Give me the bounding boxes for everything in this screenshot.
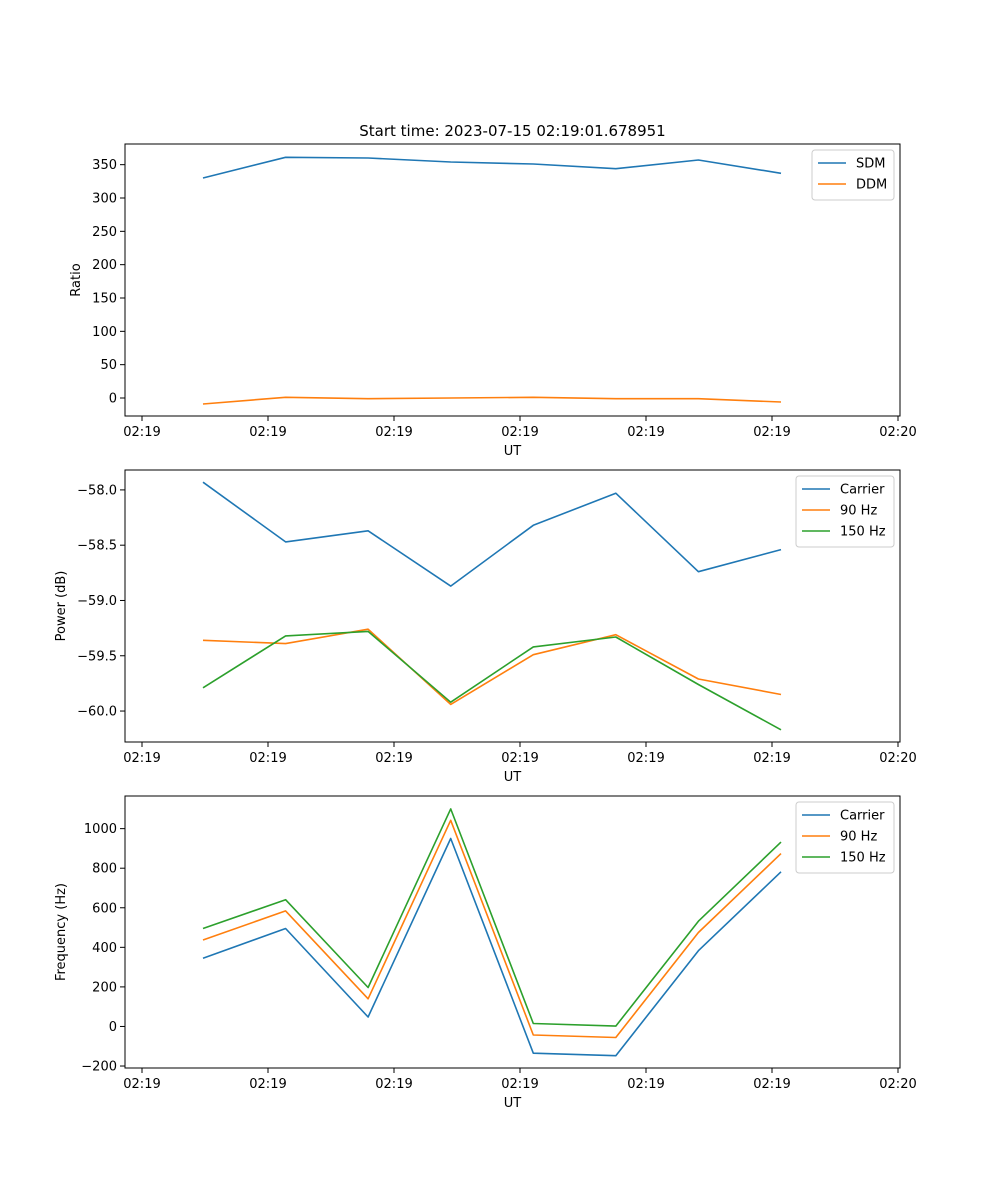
chart-2: −60.0 −59.5 −59.0 −58.5 −58.0 02:19 02:19 02:19… (54, 469, 917, 785)
x-tick-label: 02:19 (753, 751, 790, 766)
x-tick-label: 02:19 (501, 425, 538, 440)
legend-entry: 150 Hz (840, 851, 886, 866)
y-axis-label: Frequency (Hz) (54, 883, 69, 981)
y-tick-label: 0 (109, 392, 117, 407)
plot-frame (124, 469, 901, 743)
x-tick-label: 02:19 (501, 751, 538, 766)
series-line-carrier (202, 481, 782, 587)
series-line-90-hz (202, 819, 782, 1039)
chart-3: −200 0 200 400 600 800 1000 02:19 02:19 02:19 02:1… (54, 795, 917, 1111)
y-tick-label: 800 (92, 862, 117, 877)
y-tick-label: −200 (81, 1060, 117, 1075)
y-tick-label: 300 (92, 192, 117, 207)
chart-1: Start time: 2023-07-15 02:19:01.678951 0 5… (69, 122, 917, 459)
x-tick-label: 02:19 (249, 751, 286, 766)
y-tick-label: −59.0 (77, 594, 117, 609)
x-axis-label: UT (504, 444, 522, 459)
legend: Carrier 90 Hz 150 Hz (795, 475, 895, 548)
legend-entry: 90 Hz (840, 504, 877, 519)
x-tick-label: 02:19 (627, 425, 664, 440)
legend: SDM DDM (811, 149, 895, 201)
series-line-ddm (202, 396, 782, 405)
legend-entry: SDM (856, 157, 885, 172)
x-tick-label: 02:19 (249, 1077, 286, 1092)
y-tick-label: 200 (92, 980, 117, 995)
legend-entry: 90 Hz (840, 830, 877, 845)
y-tick-label: 0 (109, 1020, 117, 1035)
y-tick-label: 50 (100, 358, 117, 373)
x-tick-label: 02:19 (627, 751, 664, 766)
y-tick-label: −60.0 (77, 705, 117, 720)
x-tick-label: 02:19 (375, 1077, 412, 1092)
x-tick-label: 02:19 (375, 751, 412, 766)
x-tick-label: 02:19 (753, 425, 790, 440)
x-tick-label: 02:19 (501, 1077, 538, 1092)
y-tick-label: 100 (92, 325, 117, 340)
y-tick-label: 400 (92, 941, 117, 956)
x-tick-label: 02:19 (249, 425, 286, 440)
chart-title: Start time: 2023-07-15 02:19:01.678951 (359, 122, 665, 140)
series-line-sdm (202, 156, 782, 179)
y-axis-label: Ratio (69, 263, 84, 296)
x-tick-label: 02:19 (123, 425, 160, 440)
y-tick-label: 250 (92, 225, 117, 240)
y-tick-label: 600 (92, 901, 117, 916)
y-tick-label: −59.5 (77, 649, 117, 664)
series-line-150-hz (202, 630, 782, 731)
legend-entry: Carrier (840, 483, 885, 498)
legend-box (795, 475, 895, 548)
y-tick-label: 150 (92, 292, 117, 307)
x-tick-label: 02:20 (879, 1077, 916, 1092)
series-line-carrier (202, 837, 782, 1057)
plot-frame (124, 795, 901, 1069)
legend: Carrier 90 Hz 150 Hz (795, 801, 895, 874)
x-tick-label: 02:19 (123, 1077, 160, 1092)
series-line-90-hz (202, 628, 782, 706)
x-tick-label: 02:19 (627, 1077, 664, 1092)
x-tick-label: 02:19 (123, 751, 160, 766)
x-axis-label: UT (504, 770, 522, 785)
y-tick-label: −58.0 (77, 483, 117, 498)
y-axis-label: Power (dB) (54, 571, 69, 642)
y-tick-label: 200 (92, 258, 117, 273)
legend-entry: Carrier (840, 809, 885, 824)
x-tick-label: 02:20 (879, 425, 916, 440)
x-tick-label: 02:20 (879, 751, 916, 766)
legend-entry: DDM (856, 178, 887, 193)
legend-box (795, 801, 895, 874)
y-tick-label: 1000 (84, 822, 117, 837)
plot-frame (124, 143, 901, 417)
x-tick-label: 02:19 (375, 425, 412, 440)
x-tick-label: 02:19 (753, 1077, 790, 1092)
series-line-150-hz (202, 808, 782, 1027)
y-tick-label: 350 (92, 158, 117, 173)
legend-entry: 150 Hz (840, 525, 886, 540)
x-axis-label: UT (504, 1096, 522, 1111)
y-tick-label: −58.5 (77, 539, 117, 554)
